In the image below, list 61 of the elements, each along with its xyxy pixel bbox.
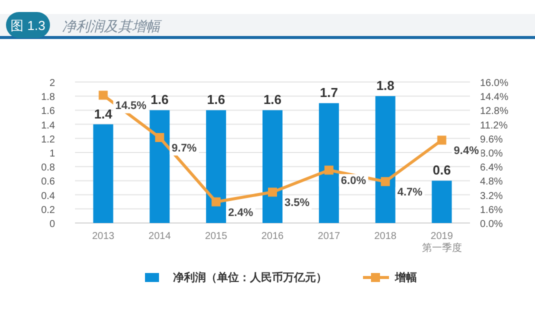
point: [98, 90, 108, 100]
bar: [206, 110, 226, 223]
data-label: 0.6: [432, 162, 451, 178]
y2-tick-label: 8.0%: [480, 148, 503, 160]
y2-tick-label: 0.0%: [480, 219, 503, 230]
data-label: 2.4%: [228, 206, 254, 219]
x-tick-label: 2019 第一季度: [422, 231, 462, 254]
chart-title: 净利润及其增幅: [62, 18, 162, 34]
y2-tick-label: 16.0%: [480, 78, 508, 89]
point: [324, 166, 334, 175]
data-label: 1.6: [207, 92, 226, 108]
point: [212, 197, 221, 206]
legend-label: 净利润（单位：人民币万亿元）: [173, 271, 327, 284]
data-label: 3.5%: [284, 197, 310, 210]
y-tick-label: 1.6: [41, 106, 56, 118]
data-label: 9.7%: [172, 142, 197, 155]
y-tick-label: 0.4: [41, 190, 56, 202]
data-label: 1.6: [150, 92, 169, 108]
x-tick-label: 2018: [374, 231, 397, 242]
bar: [318, 103, 339, 223]
data-label: 4.7%: [397, 186, 423, 199]
x-tick-label: 2013: [92, 231, 115, 242]
data-label: 9.4%: [454, 145, 480, 158]
y-tick-label: 0.6: [41, 176, 56, 188]
caption: 图 1.3: [10, 18, 46, 33]
legend-label: 增幅: [394, 271, 417, 284]
data-label: 6.0%: [340, 175, 366, 188]
bar: [375, 96, 396, 223]
data-label: 1.8: [376, 78, 394, 94]
y2-tick-label: 14.4%: [480, 92, 508, 104]
y2-tick-label: 9.6%: [480, 134, 503, 146]
bar: [262, 110, 282, 223]
x-tick-label: 2017: [318, 231, 340, 242]
y2-tick-label: 1.6%: [480, 204, 503, 216]
bar: [93, 124, 114, 223]
y-tick-label: 0.8: [41, 162, 56, 174]
data-label: 14.5%: [115, 100, 147, 112]
y-tick-label: 2: [49, 78, 56, 89]
data-label: 1.7: [320, 85, 338, 100]
y2-tick-label: 3.2%: [480, 190, 503, 202]
x-tick-label: 2014: [148, 231, 172, 242]
point: [380, 177, 390, 186]
x-tick-label: 2015: [204, 231, 228, 242]
point: [268, 188, 277, 197]
data-label: 1.6: [263, 92, 282, 108]
y2-tick-label: 12.8%: [480, 106, 508, 118]
y-tick-label: 0.2: [41, 204, 56, 216]
y2-tick-label: 6.4%: [480, 162, 503, 174]
data-label: 1.4: [94, 106, 114, 122]
y-tick-label: 1.2: [41, 134, 56, 146]
y-tick-label: 1: [49, 148, 56, 160]
y2-tick-label: 11.2%: [480, 120, 508, 132]
y-tick-label: 1.4: [41, 120, 56, 132]
y-tick-label: 0: [49, 219, 56, 230]
point: [155, 133, 164, 142]
bar: [432, 180, 452, 223]
x-tick-label: 2016: [261, 231, 284, 242]
bar: [150, 110, 170, 223]
point: [437, 136, 446, 145]
y-tick-label: 1.8: [41, 92, 56, 104]
y2-tick-label: 4.8%: [480, 176, 503, 188]
